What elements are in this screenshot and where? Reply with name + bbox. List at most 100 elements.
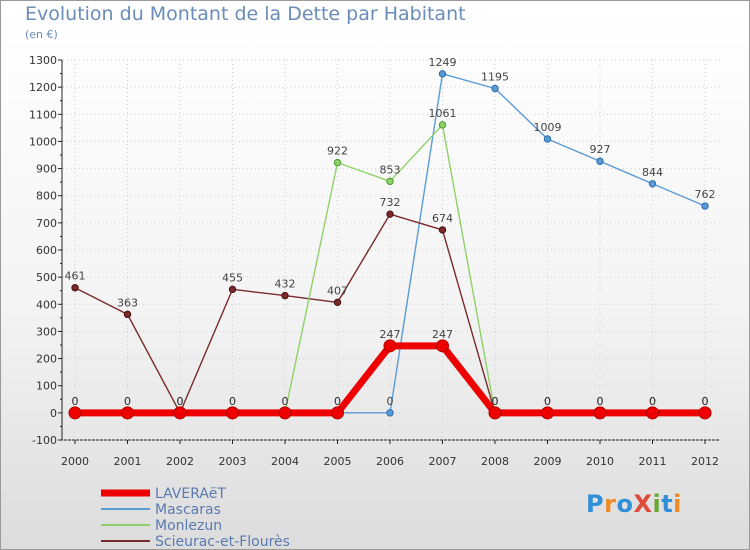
y-tick-label: 1300	[29, 54, 57, 67]
data-label: 732	[380, 196, 401, 209]
data-label: 407	[327, 284, 348, 297]
data-point	[646, 406, 659, 420]
data-label: 247	[380, 328, 401, 341]
data-label: 0	[387, 395, 394, 408]
x-tick-label: 2006	[376, 455, 404, 468]
data-label: 1009	[534, 121, 562, 134]
x-tick-label: 2012	[691, 455, 719, 468]
x-tick-label: 2003	[219, 455, 247, 468]
y-tick-label: 400	[36, 298, 57, 311]
data-label: 432	[275, 278, 296, 291]
legend: LAVERAëTMascarasMonlezunScieurac-et-Flou…	[101, 486, 290, 550]
y-tick-label: 0	[50, 407, 57, 420]
data-label: 1249	[429, 56, 457, 69]
data-label: 674	[432, 212, 453, 225]
series-line-1	[336, 73, 706, 414]
legend-label: Mascaras	[155, 502, 221, 518]
data-point	[386, 177, 394, 186]
data-label: 0	[649, 395, 656, 408]
data-point	[386, 210, 394, 218]
data-point	[68, 406, 82, 420]
data-label: 0	[702, 395, 709, 408]
data-point	[228, 285, 237, 294]
logo-letter: P	[586, 490, 605, 518]
data-label: 0	[597, 395, 604, 408]
data-label: 0	[649, 395, 656, 408]
data-point	[701, 202, 709, 210]
data-point	[173, 406, 187, 420]
y-tick-label: -100	[32, 434, 57, 447]
data-point	[436, 339, 449, 353]
data-label: 0	[544, 395, 551, 408]
y-tick-label: 1200	[29, 81, 57, 94]
x-tick-label: 2007	[429, 455, 457, 468]
x-tick-label: 2000	[61, 455, 89, 468]
y-tick-label: 1000	[29, 135, 57, 148]
proxiti-logo: ProXiti	[586, 490, 682, 518]
plot-area	[58, 59, 720, 444]
data-point	[541, 406, 554, 420]
data-point	[488, 406, 502, 420]
x-tick-label: 2004	[271, 455, 299, 468]
data-label: 0	[544, 395, 551, 408]
data-labels: 0 0 1249 1195 1009 927 844 762 461 363 0 455 432 407 7…	[65, 56, 716, 408]
data-point	[438, 226, 447, 234]
data-label: 0	[597, 395, 604, 408]
logo-letter: i	[652, 490, 662, 518]
data-label: 853	[380, 163, 401, 176]
x-tick-label: 2011	[639, 455, 667, 468]
legend-label: Scieurac-et-Flourès	[155, 534, 290, 550]
y-tick-label: 500	[36, 271, 57, 284]
data-label: 0	[334, 395, 341, 408]
data-label: 0	[229, 395, 236, 408]
data-point	[121, 406, 134, 420]
data-point	[383, 339, 397, 353]
series-line-3	[74, 213, 706, 414]
series-points	[68, 70, 712, 420]
data-point	[491, 84, 499, 93]
data-point	[543, 135, 552, 143]
data-label: 0	[177, 395, 184, 408]
y-tick-label: 200	[36, 353, 57, 366]
data-label: 0	[124, 395, 131, 408]
data-point	[333, 158, 342, 167]
data-point	[333, 298, 342, 307]
data-point	[438, 121, 447, 129]
data-label: 1195	[481, 71, 509, 84]
data-label: 922	[327, 145, 348, 158]
data-label: 0	[72, 395, 79, 408]
data-label: 0	[492, 395, 499, 408]
axis-ticks: 1300120011001000900800700600500400300200…	[29, 54, 719, 468]
data-label: 762	[695, 188, 716, 201]
y-tick-label: 100	[36, 380, 57, 393]
chart-unit: (en €)	[25, 28, 58, 41]
data-point	[331, 406, 344, 420]
y-tick-label: 1100	[29, 108, 57, 121]
data-point	[648, 180, 657, 188]
x-tick-label: 2009	[534, 455, 562, 468]
data-label: 363	[117, 296, 138, 309]
logo-letter: r	[604, 490, 617, 518]
data-label: 0	[229, 395, 236, 408]
legend-label: Monlezun	[155, 518, 222, 534]
y-tick-label: 600	[36, 244, 57, 257]
data-point	[438, 70, 447, 78]
data-label: 0	[177, 395, 184, 408]
data-point	[226, 406, 239, 420]
data-point	[278, 406, 292, 420]
chart-title: Evolution du Montant de la Dette par Hab…	[25, 3, 466, 25]
y-tick-label: 700	[36, 217, 57, 230]
data-label: 0	[282, 395, 289, 408]
data-label: 0	[597, 395, 604, 408]
data-point	[281, 291, 289, 300]
data-label: 844	[642, 166, 663, 179]
data-point	[593, 406, 607, 420]
y-tick-label: 300	[36, 325, 57, 338]
x-tick-label: 2010	[586, 455, 614, 468]
data-label: 1061	[429, 107, 457, 120]
logo-letter: o	[616, 490, 634, 518]
data-label: 0	[124, 395, 131, 408]
x-tick-label: 2008	[481, 455, 509, 468]
y-tick-label: 800	[36, 190, 57, 203]
